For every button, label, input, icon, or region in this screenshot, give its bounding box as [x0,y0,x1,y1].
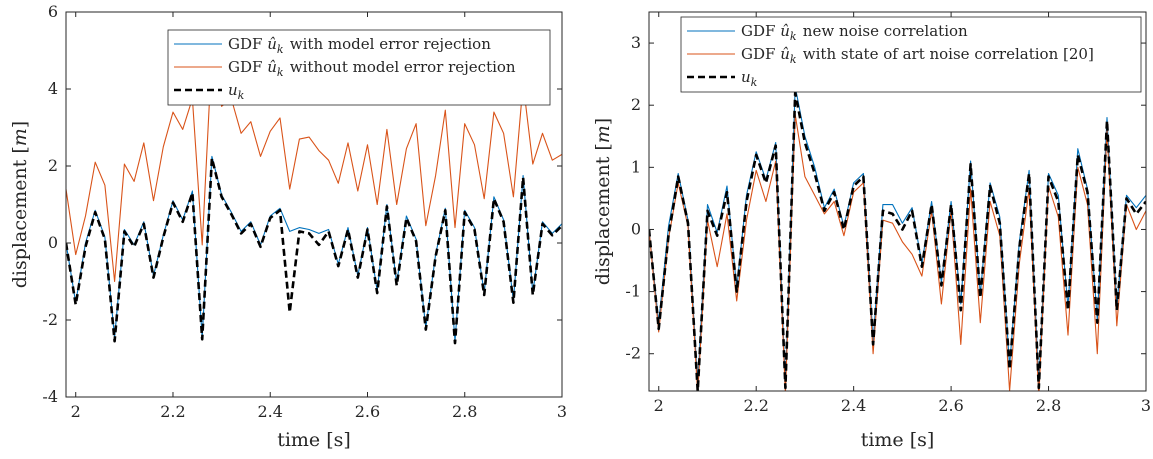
legend-label-2: GDF ûk with state of art noise correlati… [741,45,1094,66]
y-tick-label: 0 [48,233,58,252]
y-tick-label: 1 [631,157,641,176]
x-tick-label: 2.8 [452,402,477,421]
plot-area [649,86,1146,391]
x-tick-label: 2.2 [160,402,185,421]
axes-frame [65,11,563,398]
y-tick-label: -2 [625,344,641,363]
x-tick-label: 2 [654,396,664,415]
x-tick-label: 2.6 [938,396,963,415]
x-axis-label: time [s] [861,429,935,451]
chart-left: 2 2.2 2.4 2.6 2.8 3 -4 -2 0 2 4 6 time [s] displaceme… [9,2,567,451]
x-tick-label: 2.4 [841,396,866,415]
legend-box [680,16,1142,93]
x-tick-label: 2.8 [1036,396,1061,415]
y-tick-label: -4 [42,387,58,406]
x-tick-label: 3 [557,402,567,421]
series-line-2 [649,113,1146,391]
series-line-3 [66,157,562,345]
y-axis-label: displacement [m] [9,121,31,288]
legend-label-3: uk [741,68,759,89]
y-tick-label: 2 [48,156,58,175]
legend-label-3: uk [228,81,246,102]
y-tick-label: -1 [625,282,641,301]
y-tick-label: 0 [631,219,641,238]
x-tick-label: 2 [71,402,81,421]
x-tick-label: 2.4 [258,402,283,421]
axes-frame [648,11,1147,392]
series-line-2 [66,51,562,283]
legend-label-1: GDF ûk with model error rejection [228,35,491,56]
y-tick-label: 3 [631,33,641,52]
plot-area [66,51,562,345]
y-tick-label: 2 [631,95,641,114]
x-tick-label: 2.6 [355,402,380,421]
legend-label-1: GDF ûk new noise correlation [741,22,968,43]
series-line-3 [649,91,1146,391]
legend-label-2: GDF ûk without model error rejection [228,58,516,79]
y-tick-label: -2 [42,310,58,329]
y-tick-label: 4 [48,79,58,98]
y-axis-label: displacement [m] [592,118,614,285]
y-tick-label: 6 [48,2,58,21]
chart-right: 2 2.2 2.4 2.6 2.8 3 -2 -1 0 1 2 3 time [s] displaceme… [592,11,1151,451]
x-tick-label: 2.2 [743,396,768,415]
legend-box [167,29,551,106]
x-tick-label: 3 [1141,396,1151,415]
x-axis-label: time [s] [277,429,351,451]
